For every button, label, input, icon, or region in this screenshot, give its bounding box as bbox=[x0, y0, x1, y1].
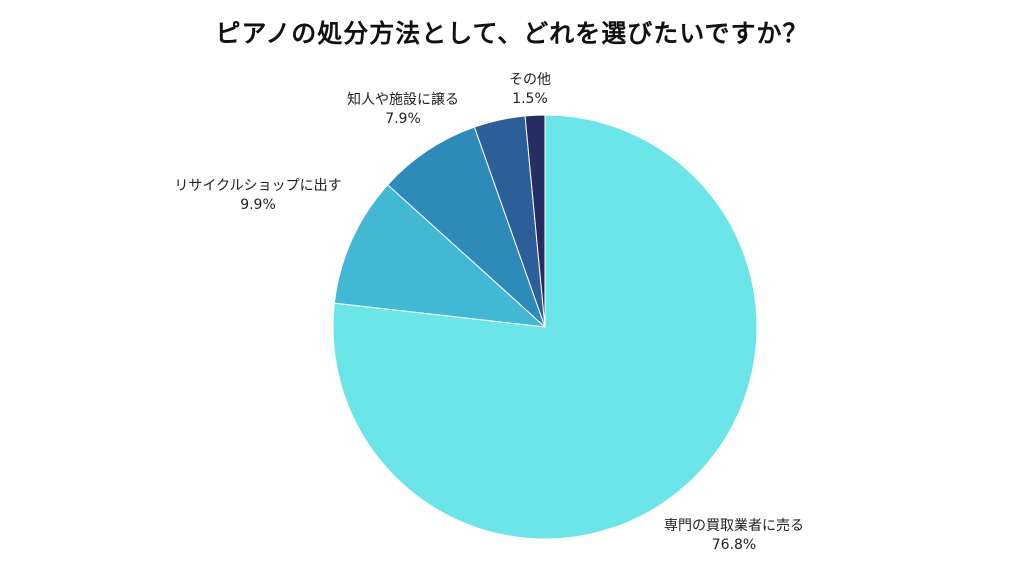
slice-label: 知人や施設に譲る bbox=[347, 91, 459, 108]
pie-slice bbox=[387, 126, 546, 328]
slice-label: その他 bbox=[509, 72, 551, 88]
chart-title: ピアノの処分方法として、どれを選びたいですか？ bbox=[215, 19, 809, 48]
slice-value-label: 9.9% bbox=[240, 197, 276, 213]
slice-label: 専門の買取業者に売る bbox=[664, 518, 804, 534]
pie-slice bbox=[332, 114, 758, 540]
slice-value-label: 7.9% bbox=[385, 111, 421, 127]
slice-label: リサイクルショップに出す bbox=[174, 178, 341, 194]
pie-slice bbox=[524, 114, 546, 328]
slice-value-label: 1.5% bbox=[512, 91, 548, 107]
slice-value-label: 76.8% bbox=[712, 537, 756, 553]
pie-slice bbox=[333, 184, 547, 328]
